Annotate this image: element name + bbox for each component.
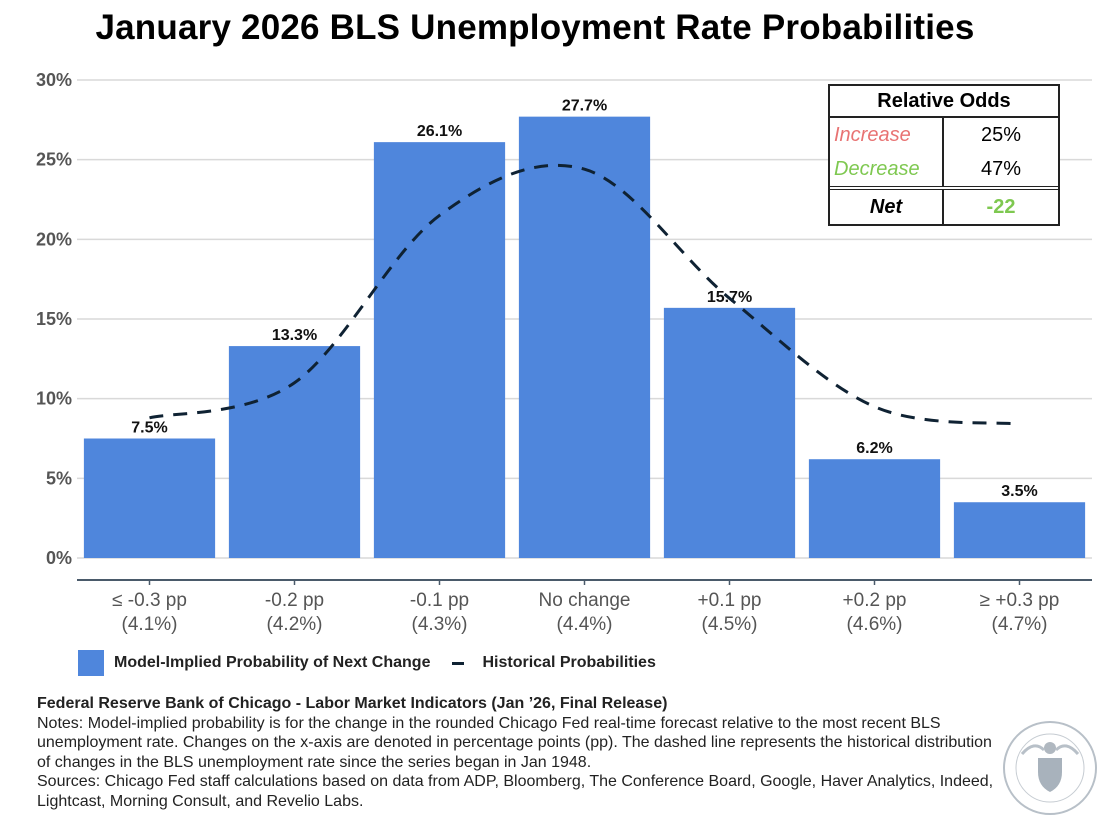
y-tick-label: 30% [36,70,72,90]
bar-data-label: 3.5% [1001,483,1037,500]
x-tick-label: -0.2 pp [265,590,324,611]
federal-reserve-seal-icon [1003,721,1097,815]
x-axis: ≤ -0.3 pp (4.1%) -0.2 pp (4.2%) -0.1 pp (4.3%… [77,579,1092,635]
bars [83,116,1086,558]
x-tick-sublabel: (4.3%) [412,614,468,635]
bar [228,346,361,558]
y-tick-label: 5% [46,468,72,488]
y-tick-label: 15% [36,309,72,329]
bar-data-label: 27.7% [562,98,607,115]
odds-label-decrease: Decrease [830,152,944,186]
bar-data-label: 13.3% [272,327,317,344]
odds-row-increase: Increase 25% [830,118,1058,152]
footer-notes: Federal Reserve Bank of Chicago - Labor … [37,694,1007,811]
x-tick-label: ≤ -0.3 pp [112,590,187,611]
footer-sources-text: Sources: Chicago Fed staff calculations … [37,773,994,810]
odds-label-increase: Increase [830,118,944,152]
bar-data-label: 26.1% [417,123,462,140]
x-tick-sublabel: (4.5%) [702,614,758,635]
legend-line-swatch [452,661,465,665]
bar-chart: 0% 5% 10% 15% 20% 25% 30% 7.5% 13.3% 26.1% 27.7% 1… [36,70,1092,635]
x-tick-sublabel: (4.6%) [847,614,903,635]
footer-source: Federal Reserve Bank of Chicago - Labor … [37,695,668,712]
x-tick-sublabel: (4.1%) [122,614,178,635]
bar [518,116,651,558]
bar [373,142,506,558]
x-tick-sublabel: (4.7%) [992,614,1048,635]
bar-data-label: 6.2% [856,440,892,457]
x-tick-label: +0.2 pp [843,590,907,611]
odds-row-net: Net -22 [830,186,1058,224]
historical-probability-line [149,163,1020,426]
y-tick-label: 10% [36,389,72,409]
legend-bar-label: Model-Implied Probability of Next Change [114,654,431,671]
chart-title: January 2026 BLS Unemployment Rate Proba… [95,8,975,47]
odds-value-increase: 25% [980,124,1022,146]
x-tick-label: -0.1 pp [410,590,469,611]
y-tick-label: 20% [36,229,72,249]
bar [663,307,796,558]
bar [953,502,1086,558]
y-tick-label: 25% [36,150,72,170]
x-tick-sublabel: (4.2%) [267,614,323,635]
relative-odds-table: Relative Odds Increase 25% Decrease 47% … [828,84,1060,226]
x-tick-sublabel: (4.4%) [557,614,613,635]
legend-line-label: Historical Probabilities [482,654,656,671]
x-tick-label: ≥ +0.3 pp [980,590,1060,611]
odds-row-decrease: Decrease 47% [830,152,1058,186]
bar-data-label: 7.5% [131,420,167,437]
y-axis-ticks: 0% 5% 10% 15% 20% 25% 30% [36,70,72,568]
odds-table-title: Relative Odds [830,86,1058,118]
x-tick-label: No change [539,590,631,611]
odds-value-decrease: 47% [980,158,1022,180]
bar [83,438,216,558]
footer-notes-text: Notes: Model-implied probability is for … [37,714,992,771]
x-tick-label: +0.1 pp [698,590,762,611]
odds-value-net: -22 [986,196,1016,218]
historical-line [149,163,1020,426]
y-tick-label: 0% [46,548,72,568]
chart-legend: Model-Implied Probability of Next Change… [78,650,656,676]
odds-label-net: Net [830,190,944,224]
legend-bar-swatch [78,650,104,676]
bar [808,459,941,558]
